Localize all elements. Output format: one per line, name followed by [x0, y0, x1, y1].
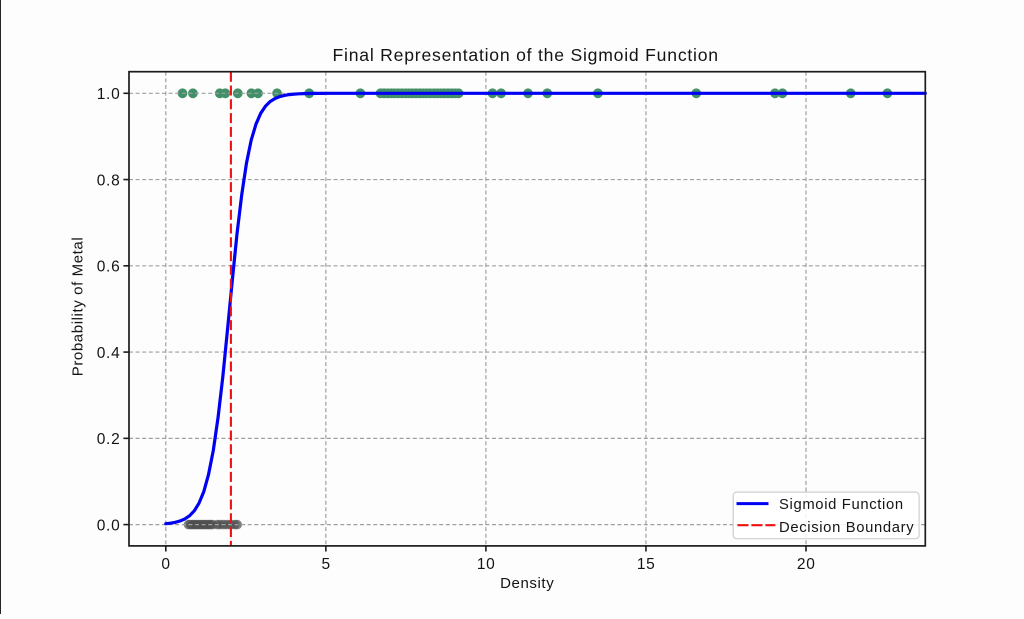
svg-text:Probability of Metal: Probability of Metal — [70, 237, 87, 377]
svg-text:20: 20 — [797, 556, 816, 573]
svg-text:0.8: 0.8 — [97, 172, 121, 189]
svg-text:Decision Boundary: Decision Boundary — [779, 520, 914, 536]
svg-text:10: 10 — [477, 556, 496, 573]
svg-text:Final Representation of the Si: Final Representation of the Sigmoid Func… — [332, 45, 718, 65]
svg-text:1.0: 1.0 — [97, 86, 121, 103]
svg-text:0.6: 0.6 — [97, 259, 121, 276]
svg-text:0.0: 0.0 — [97, 517, 121, 534]
svg-text:0.4: 0.4 — [97, 345, 121, 362]
svg-text:Sigmoid Function: Sigmoid Function — [779, 497, 904, 513]
svg-text:0.2: 0.2 — [97, 431, 121, 448]
svg-text:15: 15 — [637, 556, 656, 573]
svg-text:0: 0 — [161, 556, 170, 573]
svg-text:5: 5 — [322, 556, 331, 573]
svg-text:Density: Density — [500, 575, 554, 592]
